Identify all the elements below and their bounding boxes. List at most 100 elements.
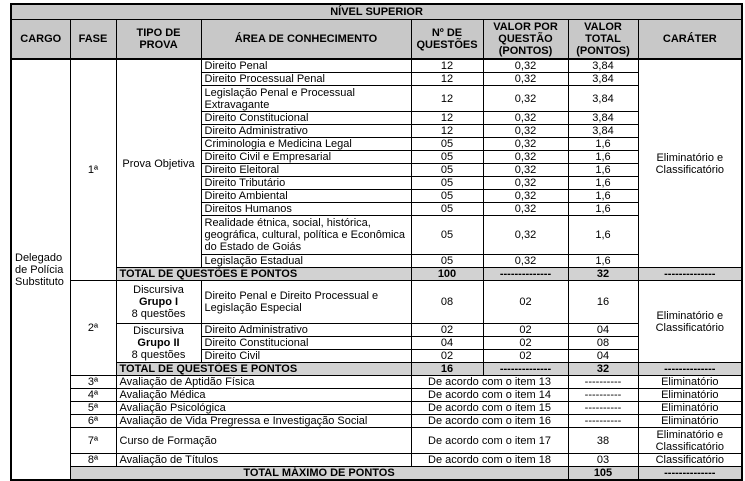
valor-total-cell: 3,84 (567, 72, 639, 86)
valor-questao-cell: 0,32 (482, 150, 569, 164)
valor-questao-cell: 02 (482, 280, 569, 324)
table-row: Delegado de Polícia Substituto 1ª Prova … (10, 58, 743, 481)
valor-total-cell: 1,6 (567, 163, 639, 177)
valor-total-cell: 1,6 (567, 215, 639, 255)
fase1-carater-cell: Eliminatório e Classificatório (637, 58, 743, 268)
col-header-fase: FASE (69, 19, 117, 60)
valor-questao-cell: 0,32 (482, 202, 569, 216)
total-carater-dashes: -------------- (637, 267, 743, 281)
fase2-grupo1-tipo: Discursiva Grupo I 8 questões (115, 280, 202, 324)
questoes-cell: 12 (410, 124, 484, 138)
valor-total-cell: 3,84 (567, 124, 639, 138)
valor-questao-cell: 0,32 (482, 111, 569, 125)
questoes-cell: 02 (410, 323, 484, 337)
tipo-line: 8 questões (131, 349, 186, 361)
area-cell: Direito Civil (200, 349, 412, 363)
valor-questao-cell: 0,32 (482, 189, 569, 203)
total-carater-dashes: -------------- (637, 362, 743, 376)
total-questoes: 16 (410, 362, 484, 376)
fase-criterio: De acordo com o item 15 (410, 401, 569, 415)
valor-total-cell: ---------- (567, 375, 639, 389)
table-row: Legislação Estadual 05 0,32 1,6 (11, 254, 742, 268)
valor-total-cell: 3,84 (567, 111, 639, 125)
valor-total-cell: 04 (567, 323, 639, 337)
tipo-line: Discursiva (133, 284, 184, 296)
grand-total-pontos: 105 (567, 466, 639, 481)
fase1-label: 1ª (69, 58, 117, 281)
valor-questao-cell: 0,32 (482, 176, 569, 190)
valor-total-cell: 3,84 (567, 58, 639, 73)
valor-questao-cell: 0,32 (482, 163, 569, 177)
area-cell: Legislação Penal e Processual Extravagan… (200, 85, 412, 112)
area-cell: Direito Administrativo (200, 124, 412, 138)
fase-criterio: De acordo com o item 18 (410, 453, 569, 467)
tipo-line: 8 questões (131, 308, 186, 320)
table-row: Direito Processual Penal 12 0,32 3,84 (11, 72, 742, 86)
area-cell: Direito Constitucional (200, 336, 412, 350)
col-header-valor-total: VALOR TOTAL (PONTOS) (567, 19, 639, 60)
fase-descricao: Avaliação de Títulos (115, 453, 412, 467)
table-row: Direito Tributário 05 0,32 1,6 (11, 176, 742, 190)
questoes-cell: 05 (410, 254, 484, 268)
table-row: 2ª Discursiva Grupo I 8 questões Direito… (11, 280, 743, 376)
total-valor-total: 32 (567, 362, 639, 376)
fase-descricao: Avaliação Psicológica (115, 401, 412, 415)
col-header-num-questoes: Nº DE QUESTÕES (410, 19, 484, 60)
tipo-line: Grupo I (138, 296, 179, 308)
table-row: Direitos Humanos 05 0,32 1,6 (11, 202, 742, 216)
valor-questao-cell: 0,32 (482, 58, 569, 73)
fase-criterio: De acordo com o item 17 (410, 427, 569, 454)
total-valor-questao-dashes: -------------- (482, 267, 569, 281)
table-row: Legislação Penal e Processual Extravagan… (11, 85, 742, 112)
fase-label: 7ª (69, 427, 117, 454)
area-cell: Direito Ambiental (200, 189, 412, 203)
fase-label: 6ª (69, 414, 117, 428)
questoes-cell: 05 (410, 137, 484, 151)
questoes-cell: 05 (410, 150, 484, 164)
carater-cell: Eliminatório e Classificatório (637, 427, 743, 454)
fase-descricao: Curso de Formação (115, 427, 412, 454)
table-row: 5ª Avaliação Psicológica De acordo com o… (11, 401, 743, 415)
col-header-cargo: CARGO (10, 19, 71, 60)
area-cell: Direitos Humanos (200, 202, 412, 216)
valor-total-cell: 1,6 (567, 202, 639, 216)
valor-total-cell: ---------- (567, 414, 639, 428)
fase2-carater-cell: Eliminatório e Classificatório (637, 280, 743, 363)
table-row: Direito Civil 02 02 04 (11, 349, 742, 363)
fase-descricao: Avaliação Médica (115, 388, 412, 402)
table-header-row: CARGO FASE TIPO DE PROVA ÁREA DE CONHECI… (10, 19, 743, 60)
questoes-cell: 12 (410, 72, 484, 86)
area-cell: Realidade étnica, social, histórica, geo… (200, 215, 412, 255)
questoes-cell: 05 (410, 189, 484, 203)
area-cell: Direito Civil e Empresarial (200, 150, 412, 164)
valor-questao-cell: 02 (482, 349, 569, 363)
area-cell: Direito Processual Penal (200, 72, 412, 86)
total-valor-questao-dashes: -------------- (482, 362, 569, 376)
fase1-tipo-prova: Prova Objetiva (115, 58, 202, 268)
valor-questao-cell: 0,32 (482, 215, 569, 255)
col-header-area-de-conhecimento: ÁREA DE CONHECIMENTO (200, 19, 412, 60)
questoes-cell: 02 (410, 349, 484, 363)
table-row: Criminologia e Medicina Legal 05 0,32 1,… (11, 137, 742, 151)
fase-descricao: Avaliação de Vida Pregressa e Investigaç… (115, 414, 412, 428)
total-valor-total: 32 (567, 267, 639, 281)
table-row: 3ª Avaliação de Aptidão Física De acordo… (11, 375, 743, 389)
questoes-cell: 12 (410, 85, 484, 112)
carater-cell: Eliminatório (637, 388, 743, 402)
total-label: TOTAL DE QUESTÕES E PONTOS (115, 362, 412, 376)
questoes-cell: 12 (410, 111, 484, 125)
fase-descricao: Avaliação de Aptidão Física (115, 375, 412, 389)
table-row: Direito Administrativo 12 0,32 3,84 (11, 124, 742, 138)
valor-total-cell: 1,6 (567, 189, 639, 203)
fase-label: 8ª (69, 453, 117, 467)
col-header-valor-por-questao: VALOR POR QUESTÃO (PONTOS) (482, 19, 569, 60)
valor-questao-cell: 02 (482, 336, 569, 350)
valor-questao-cell: 0,32 (482, 85, 569, 112)
fase1-total-row: TOTAL DE QUESTÕES E PONTOS 100 ---------… (11, 267, 743, 281)
valor-total-cell: ---------- (567, 401, 639, 415)
valor-total-cell: 1,6 (567, 254, 639, 268)
area-cell: Legislação Estadual (200, 254, 412, 268)
table-row: Realidade étnica, social, histórica, geo… (11, 215, 742, 255)
table-title-row: NÍVEL SUPERIOR (10, 3, 743, 20)
valor-total-cell: 1,6 (567, 176, 639, 190)
